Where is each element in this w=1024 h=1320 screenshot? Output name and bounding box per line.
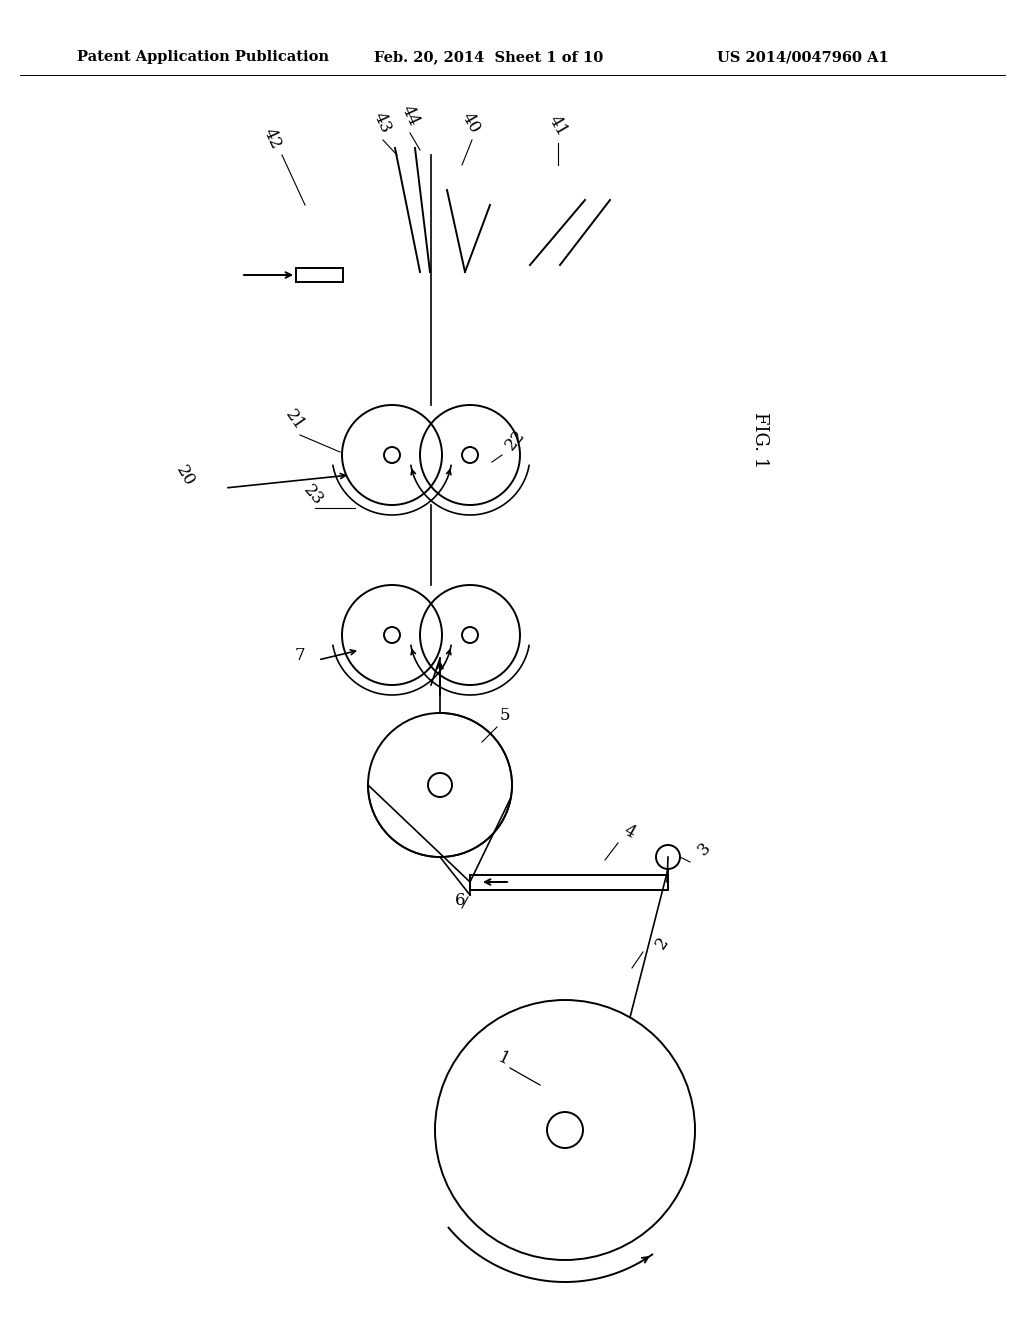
Text: 41: 41 xyxy=(545,112,570,139)
Text: 5: 5 xyxy=(500,708,511,723)
Text: 6: 6 xyxy=(455,892,466,909)
Text: 42: 42 xyxy=(260,125,285,152)
Text: 4: 4 xyxy=(620,822,638,842)
Text: 21: 21 xyxy=(282,407,308,434)
Text: 43: 43 xyxy=(370,110,394,136)
Text: 1: 1 xyxy=(495,1049,512,1069)
Text: 20: 20 xyxy=(172,462,198,488)
Bar xyxy=(470,875,668,890)
Text: FIG. 1: FIG. 1 xyxy=(751,412,769,469)
Text: 3: 3 xyxy=(695,840,715,859)
Text: US 2014/0047960 A1: US 2014/0047960 A1 xyxy=(717,50,889,65)
Text: 22: 22 xyxy=(502,426,528,454)
Text: 23: 23 xyxy=(300,482,327,510)
Text: Patent Application Publication: Patent Application Publication xyxy=(77,50,329,65)
Text: Feb. 20, 2014  Sheet 1 of 10: Feb. 20, 2014 Sheet 1 of 10 xyxy=(374,50,603,65)
Bar xyxy=(296,268,343,282)
Text: 44: 44 xyxy=(398,103,422,129)
Text: 40: 40 xyxy=(458,110,483,136)
Text: 2: 2 xyxy=(652,933,672,952)
Text: 7: 7 xyxy=(295,647,305,664)
